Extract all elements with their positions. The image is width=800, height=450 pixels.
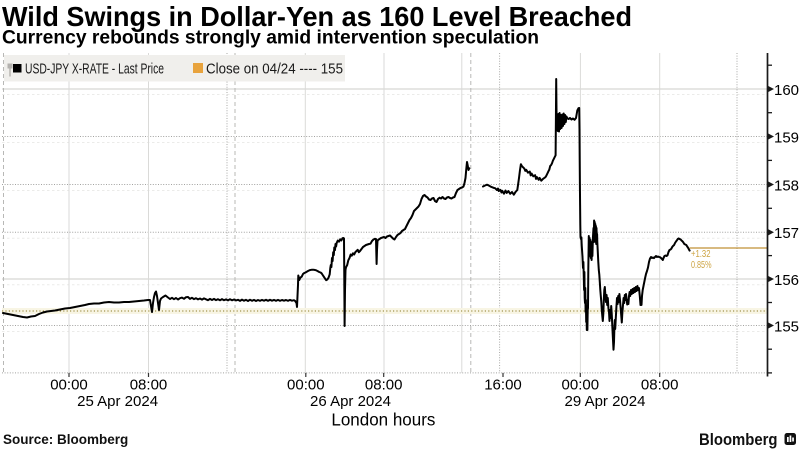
svg-text:159: 159: [774, 129, 799, 146]
svg-text:00:00: 00:00: [287, 376, 325, 393]
svg-text:157: 157: [774, 225, 799, 242]
svg-text:16:00: 16:00: [484, 376, 522, 393]
svg-text:00:00: 00:00: [562, 376, 600, 393]
svg-text:0.85%: 0.85%: [691, 260, 712, 271]
svg-text:Currency rebounds strongly ami: Currency rebounds strongly amid interven…: [2, 28, 539, 49]
svg-text:156: 156: [774, 272, 799, 289]
svg-text:London hours: London hours: [331, 410, 435, 430]
svg-text:29 Apr 2024: 29 Apr 2024: [565, 393, 646, 410]
svg-text:25 Apr 2024: 25 Apr 2024: [77, 393, 158, 410]
svg-text:Source: Bloomberg: Source: Bloomberg: [3, 432, 128, 447]
svg-text:155: 155: [774, 318, 799, 335]
svg-text:+1.32: +1.32: [691, 249, 711, 260]
svg-text:00:00: 00:00: [50, 376, 88, 393]
svg-text:Bloomberg: Bloomberg: [699, 430, 778, 449]
svg-text:Close on 04/24 ---- 155: Close on 04/24 ---- 155: [206, 62, 343, 78]
svg-text:USD-JPY X-RATE - Last Price: USD-JPY X-RATE - Last Price: [25, 62, 164, 78]
svg-text:158: 158: [774, 177, 799, 194]
svg-text:Wild Swings in Dollar-Yen as 1: Wild Swings in Dollar-Yen as 160 Level B…: [2, 1, 632, 32]
svg-text:08:00: 08:00: [365, 376, 403, 393]
svg-text:160: 160: [774, 82, 799, 99]
svg-text:26 Apr 2024: 26 Apr 2024: [310, 393, 391, 410]
svg-text:08:00: 08:00: [130, 376, 168, 393]
svg-text:08:00: 08:00: [641, 376, 679, 393]
